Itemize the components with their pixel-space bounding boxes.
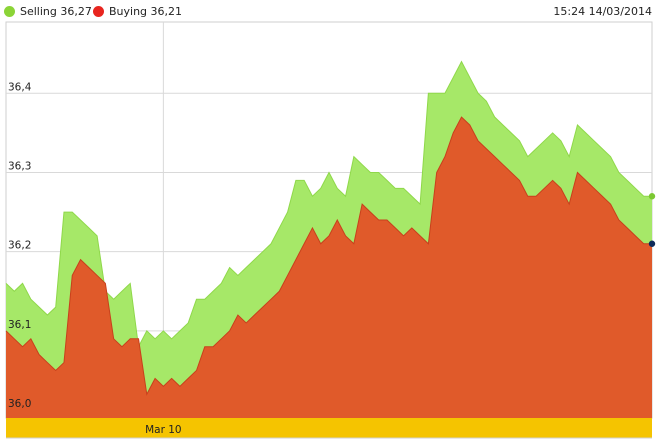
series-area-buying <box>6 117 652 418</box>
selling-dot-icon <box>4 6 15 17</box>
y-tick-label: 36,0 <box>8 398 31 410</box>
timestamp: 15:24 14/03/2014 <box>553 5 652 18</box>
y-tick-label: 36,3 <box>8 160 31 172</box>
buying-end-point <box>648 240 656 247</box>
series-line-buying <box>5 116 652 396</box>
x-tick-label: Mar 10 <box>145 424 182 436</box>
y-tick-label: 36,4 <box>8 81 32 93</box>
legend-label-buying: Buying 36,21 <box>109 5 183 18</box>
legend: Selling 36,27 Buying 36,21 15:24 14/03/2… <box>0 0 658 22</box>
x-axis-bar <box>6 418 652 438</box>
legend-item-buying[interactable]: Buying 36,21 <box>93 5 182 18</box>
buying-dot-icon <box>93 6 104 17</box>
legend-label-selling: Selling 36,27 <box>20 5 92 18</box>
legend-item-selling[interactable]: Selling 36,27 <box>4 5 92 18</box>
y-tick-label: 36,2 <box>8 240 31 252</box>
selling-end-point <box>648 193 656 200</box>
series-line-selling <box>5 60 652 349</box>
y-tick-label: 36,1 <box>8 319 31 331</box>
